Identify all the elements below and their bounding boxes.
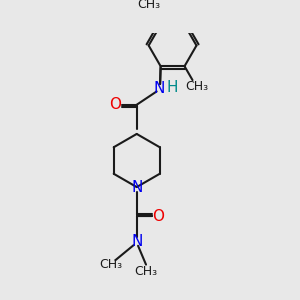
Text: O: O	[152, 209, 164, 224]
Text: CH₃: CH₃	[134, 265, 158, 278]
Text: N: N	[131, 180, 142, 195]
Text: N: N	[154, 81, 165, 96]
Text: CH₃: CH₃	[137, 0, 160, 11]
Text: O: O	[110, 97, 122, 112]
Text: CH₃: CH₃	[99, 258, 122, 271]
Text: CH₃: CH₃	[185, 80, 208, 93]
Text: N: N	[131, 234, 142, 249]
Text: H: H	[166, 80, 178, 95]
